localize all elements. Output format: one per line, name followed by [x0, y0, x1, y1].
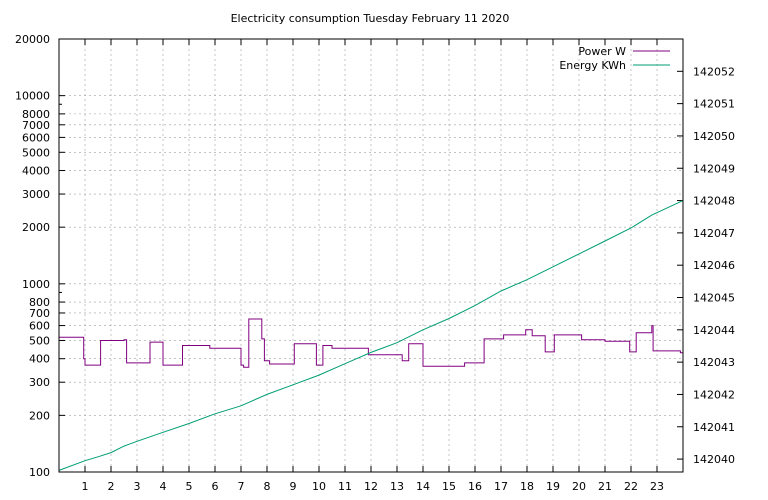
- x-tick-label: 14: [416, 480, 430, 493]
- x-tick-label: 21: [598, 480, 612, 493]
- x-tick-label: 1: [82, 480, 89, 493]
- y2-tick-label: 142044: [693, 324, 735, 337]
- legend: Power W Energy KWh: [559, 45, 670, 72]
- x-tick-label: 18: [520, 480, 534, 493]
- y2-tick-label: 142051: [693, 98, 735, 111]
- y2-tick-label: 142043: [693, 356, 735, 369]
- tick-labels: 1 2 3 4 5 6 7 8 9 10 11 12 13 14 15 16 17 18 19 20 21 22 23100…: [15, 33, 735, 493]
- y-tick-label: 10000: [15, 90, 50, 103]
- x-tick-label: 10: [312, 480, 326, 493]
- y-tick-label: 1000: [22, 278, 50, 291]
- x-tick-label: 2: [108, 480, 115, 493]
- y-tick-label: 700: [29, 307, 50, 320]
- power-series-line: [59, 318, 683, 368]
- y-tick-label: 500: [29, 334, 50, 347]
- x-tick-label: 17: [494, 480, 508, 493]
- y2-tick-label: 142048: [693, 195, 735, 208]
- x-tick-label: 9: [290, 480, 297, 493]
- y-tick-label: 3000: [22, 188, 50, 201]
- y-tick-label: 5000: [22, 146, 50, 159]
- axis-ticks: [59, 38, 683, 473]
- y2-tick-label: 142040: [693, 453, 735, 466]
- energy-series-line: [58, 200, 684, 471]
- y-tick-label: 8000: [22, 108, 50, 121]
- y2-tick-label: 142042: [693, 388, 735, 401]
- x-tick-label: 13: [390, 480, 404, 493]
- legend-label-energy: Energy KWh: [559, 59, 626, 72]
- y-tick-label: 100: [29, 466, 50, 479]
- x-tick-label: 12: [364, 480, 378, 493]
- y2-tick-label: 142045: [693, 292, 735, 305]
- legend-label-power: Power W: [578, 45, 626, 58]
- y-tick-label: 4000: [22, 165, 50, 178]
- x-tick-label: 4: [160, 480, 167, 493]
- x-tick-label: 5: [186, 480, 193, 493]
- x-tick-label: 11: [338, 480, 352, 493]
- x-tick-label: 3: [134, 480, 141, 493]
- y-tick-label: 6000: [22, 131, 50, 144]
- y-tick-label: 20000: [15, 33, 50, 46]
- y2-tick-label: 142047: [693, 227, 735, 240]
- x-tick-label: 19: [546, 480, 560, 493]
- y-tick-label: 300: [29, 376, 50, 389]
- y-tick-label: 7000: [22, 119, 50, 132]
- y2-tick-label: 142046: [693, 259, 735, 272]
- y2-tick-label: 142050: [693, 130, 735, 143]
- chart-title: Electricity consumption Tuesday February…: [231, 12, 510, 25]
- y2-tick-label: 142049: [693, 162, 735, 175]
- x-tick-label: 8: [264, 480, 271, 493]
- x-tick-label: 16: [468, 480, 482, 493]
- x-tick-label: 7: [238, 480, 245, 493]
- x-tick-label: 23: [650, 480, 664, 493]
- y2-tick-label: 142041: [693, 421, 735, 434]
- x-tick-label: 6: [212, 480, 219, 493]
- plot-frame: [58, 38, 684, 473]
- y-tick-label: 600: [29, 320, 50, 333]
- y-tick-label: 200: [29, 409, 50, 422]
- y-tick-label: 400: [29, 353, 50, 366]
- y-tick-label: 800: [29, 296, 50, 309]
- x-tick-label: 22: [624, 480, 638, 493]
- y-tick-label: 2000: [22, 221, 50, 234]
- series-lines: [58, 200, 684, 471]
- x-tick-label: 15: [442, 480, 456, 493]
- grid: [59, 38, 683, 473]
- x-tick-label: 20: [572, 480, 586, 493]
- y2-tick-label: 142052: [693, 65, 735, 78]
